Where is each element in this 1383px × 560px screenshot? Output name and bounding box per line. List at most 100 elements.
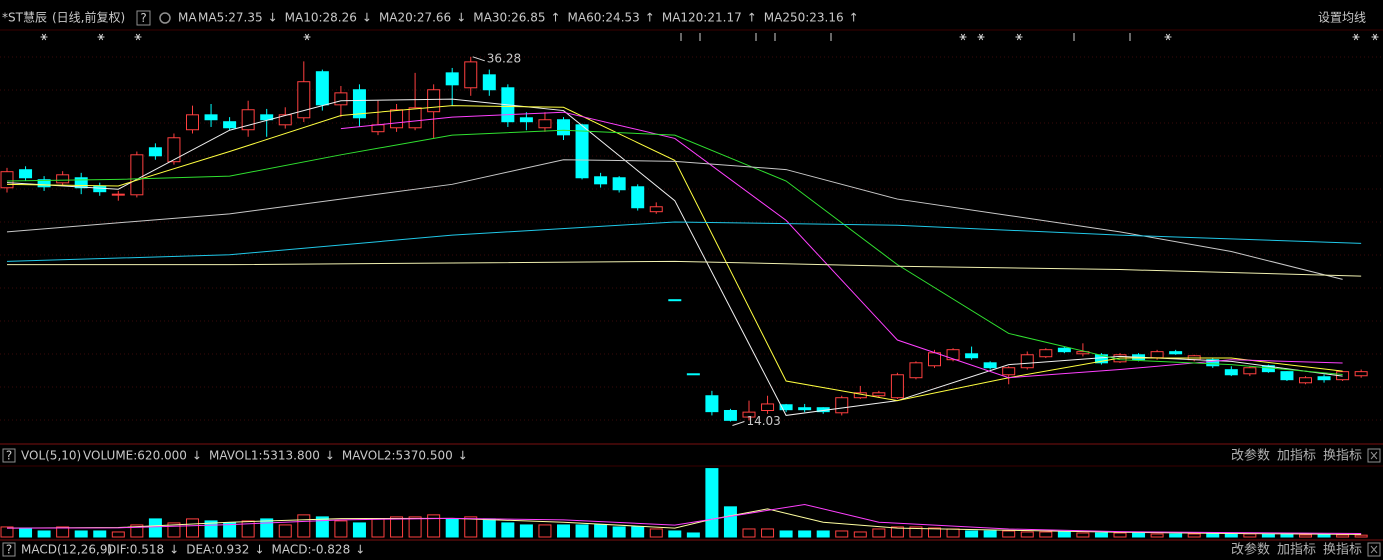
high-label: 36.28 (487, 51, 521, 65)
volume-bar (74, 530, 88, 538)
legend-entry: DIF:0.518 (107, 543, 164, 557)
legend-entry: MAVOL2:5370.500 (342, 449, 453, 463)
help[interactable]: ? (6, 449, 12, 463)
candle-body (1169, 351, 1183, 355)
volume-bar (519, 524, 533, 538)
volume-bar (1132, 532, 1146, 538)
volume-bar (352, 522, 366, 538)
candle-body (130, 154, 144, 196)
candle-body (723, 409, 737, 421)
volume-bar (241, 520, 255, 538)
help[interactable]: ? (6, 543, 12, 557)
event-icon (1353, 33, 1359, 41)
panel-button[interactable]: 加指标 (1277, 543, 1316, 558)
volume-bar (853, 531, 867, 538)
candle-body (686, 373, 700, 376)
candle-body (1354, 371, 1368, 377)
candle-body (631, 186, 645, 209)
legend-entry: MA30:26.85 (473, 11, 545, 25)
average-line (6, 221, 1362, 262)
candle-body (1243, 367, 1257, 375)
legend-entry: MA10:28.26 (285, 11, 357, 25)
candle-body (352, 89, 366, 119)
candle-body (186, 114, 199, 131)
candle-body (74, 177, 88, 189)
help-box[interactable] (136, 10, 151, 26)
legend-arrow: ↓ (268, 11, 278, 25)
candle-body (538, 119, 552, 129)
candle-body (111, 193, 125, 196)
volume-bar (798, 530, 812, 538)
legend-arrow: ↑ (645, 11, 655, 25)
candle-body (1280, 371, 1294, 381)
volume-bar (1354, 534, 1368, 538)
candle-body (1299, 377, 1312, 384)
candle-body (37, 179, 51, 188)
help-box[interactable] (2, 542, 16, 557)
volume-bar (742, 528, 756, 538)
volume-bar (1169, 533, 1183, 538)
volume-bar (983, 530, 997, 538)
volume-bar (872, 528, 886, 538)
candle-body (965, 353, 979, 359)
volume-bar (130, 524, 144, 538)
indicator-name: MACD(12,26,9) (21, 543, 112, 557)
volume-bar (334, 520, 348, 538)
volume-bar (723, 506, 737, 538)
candle-body (482, 74, 496, 91)
panel-button[interactable]: 换指标 (1323, 449, 1362, 464)
close-button[interactable] (1370, 545, 1378, 554)
volume-bar (649, 528, 663, 538)
volume-bar (705, 468, 719, 538)
pointer (732, 421, 745, 426)
candle-body (445, 72, 459, 86)
candle-body (427, 89, 441, 113)
legend-arrow: ↑ (747, 11, 757, 25)
candle-body (668, 299, 682, 302)
event-icon (304, 33, 310, 41)
volume-bar (557, 524, 570, 538)
help[interactable]: ? (140, 11, 146, 25)
candle-body (1094, 354, 1108, 364)
candle-body (594, 176, 608, 185)
panel-button[interactable]: 加指标 (1277, 449, 1316, 464)
volume-bar (1113, 532, 1127, 538)
candle-body (761, 403, 775, 411)
volume-bar (1187, 533, 1201, 538)
settings-button[interactable]: 设置均线 (1318, 11, 1366, 25)
volume-bar (668, 530, 682, 538)
legend-arrow: ↓ (456, 11, 466, 25)
panel-button[interactable]: 换指标 (1323, 543, 1362, 558)
volume-bar (1057, 531, 1071, 538)
ma-label: MA (178, 11, 197, 25)
close-button[interactable] (1367, 448, 1381, 463)
help-box[interactable] (2, 448, 16, 463)
gear-icon[interactable] (159, 12, 171, 24)
candle-body (371, 124, 385, 133)
candle-body (315, 71, 329, 106)
close-button[interactable] (1367, 542, 1381, 557)
volume-bar (686, 532, 700, 538)
candle-body (56, 174, 70, 184)
candle-body (1224, 369, 1238, 376)
ma-legend: MA5:27.35 ↓ MA10:28.26 ↓ MA20:27.66 ↓ MA30:26.… (198, 11, 859, 25)
average-line (7, 260, 1362, 277)
close-button[interactable] (1370, 451, 1378, 460)
volume-bar (56, 526, 70, 538)
macd-header: DIF:0.518 ↓ DEA:0.932 ↓ MACD:-0.828 ↓ (107, 543, 365, 557)
volume-value: VOLUME:620.000 (83, 449, 187, 463)
candle-body (204, 114, 218, 121)
volume-bar (278, 524, 292, 538)
candle-body (779, 404, 793, 411)
legend-entry: MA250:23.16 (764, 11, 844, 25)
candle-body (1020, 354, 1034, 369)
candle-body (1057, 347, 1071, 353)
panel-button[interactable]: 改参数 (1231, 542, 1270, 558)
event-icon (1165, 33, 1171, 41)
legend-arrow: ↓ (169, 543, 179, 557)
chart-mode: (日线,前复权) (52, 10, 125, 25)
candle-body (612, 177, 626, 191)
panel-button[interactable]: 改参数 (1231, 448, 1270, 464)
